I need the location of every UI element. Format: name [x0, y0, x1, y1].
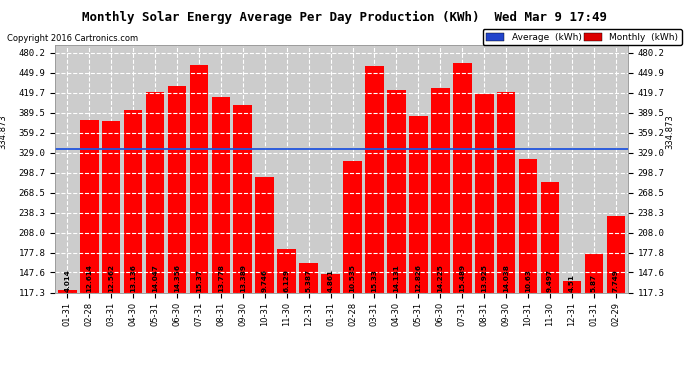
Bar	[80, 120, 99, 370]
Text: 7.749: 7.749	[613, 268, 619, 291]
Bar	[168, 86, 186, 370]
Bar	[190, 65, 208, 370]
Bar	[102, 121, 121, 370]
Text: 334.873: 334.873	[665, 114, 674, 149]
Text: 13.136: 13.136	[130, 264, 136, 291]
Text: 12.614: 12.614	[86, 264, 92, 291]
Bar	[277, 249, 296, 370]
Text: 15.489: 15.489	[460, 263, 465, 291]
Text: 4.014: 4.014	[64, 269, 70, 291]
Bar	[146, 92, 164, 370]
Bar	[431, 88, 450, 370]
Text: 334.873: 334.873	[0, 114, 7, 149]
Bar	[541, 182, 560, 370]
Text: 4.51: 4.51	[569, 274, 575, 291]
Text: 14.047: 14.047	[152, 264, 158, 291]
Bar	[343, 161, 362, 370]
Bar	[124, 110, 142, 370]
Bar	[562, 280, 581, 370]
Text: 15.37: 15.37	[196, 268, 202, 291]
Bar	[497, 92, 515, 370]
Text: 5.87: 5.87	[591, 273, 597, 291]
Text: 5.387: 5.387	[306, 268, 312, 291]
Text: Copyright 2016 Cartronics.com: Copyright 2016 Cartronics.com	[7, 34, 138, 43]
Text: 12.826: 12.826	[415, 264, 422, 291]
Bar	[519, 159, 538, 370]
Text: 9.746: 9.746	[262, 268, 268, 291]
Bar	[453, 63, 471, 370]
Bar	[584, 254, 603, 370]
Text: 14.038: 14.038	[503, 264, 509, 291]
Text: Monthly Solar Energy Average Per Day Production (KWh)  Wed Mar 9 17:49: Monthly Solar Energy Average Per Day Pro…	[83, 11, 607, 24]
Text: 13.925: 13.925	[481, 264, 487, 291]
Bar	[387, 90, 406, 370]
Text: 14.131: 14.131	[393, 264, 400, 291]
Bar	[299, 263, 318, 370]
Bar	[607, 216, 625, 370]
Text: 14.225: 14.225	[437, 264, 443, 291]
Bar	[58, 291, 77, 370]
Text: 14.356: 14.356	[174, 264, 180, 291]
Text: 13.389: 13.389	[240, 264, 246, 291]
Bar	[365, 66, 384, 370]
Text: 12.562: 12.562	[108, 264, 114, 291]
Legend: Average  (kWh), Monthly  (kWh): Average (kWh), Monthly (kWh)	[483, 29, 682, 45]
Text: 4.861: 4.861	[328, 268, 333, 291]
Bar	[322, 274, 340, 370]
Text: 9.497: 9.497	[547, 268, 553, 291]
Text: 15.33: 15.33	[371, 268, 377, 291]
Text: 10.535: 10.535	[350, 264, 355, 291]
Bar	[255, 177, 274, 370]
Text: 10.63: 10.63	[525, 268, 531, 291]
Bar	[233, 105, 252, 370]
Bar	[475, 94, 493, 370]
Bar	[409, 116, 428, 370]
Text: 13.778: 13.778	[218, 264, 224, 291]
Text: 6.129: 6.129	[284, 268, 290, 291]
Bar	[212, 97, 230, 370]
